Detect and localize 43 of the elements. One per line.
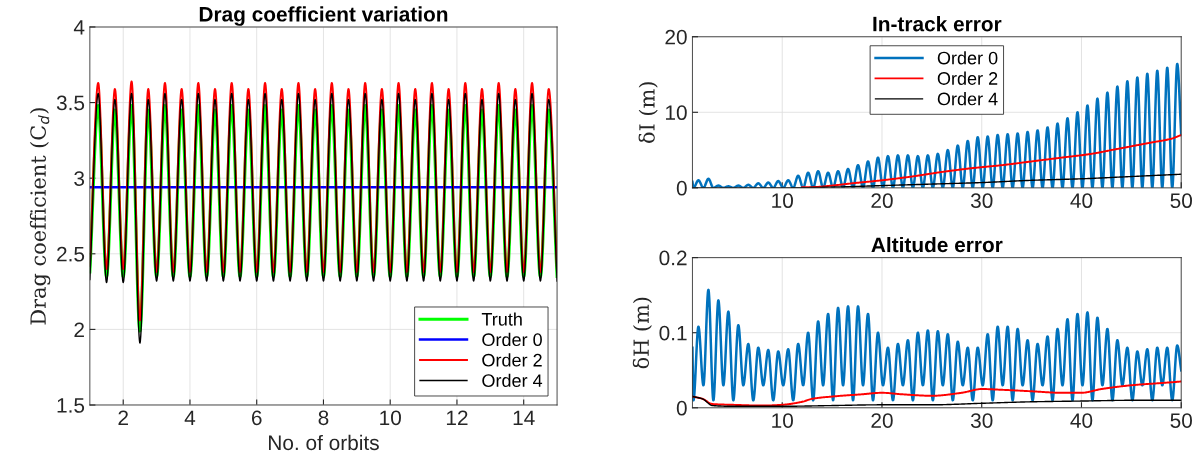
x-tick-label: 6 xyxy=(251,410,262,426)
y-axis-title: δI (m) xyxy=(638,82,658,143)
y-axis-title: Drag coefficient (C$_{d}$) xyxy=(29,108,51,325)
x-tick-label: 10 xyxy=(380,410,401,426)
y-tick-label: 3 xyxy=(74,171,85,186)
x-axis-title: No. of orbits xyxy=(269,434,379,451)
y-axis-title: δH (m) xyxy=(632,297,652,369)
x-tick-label: 4 xyxy=(184,410,196,425)
legend-label: Order 0 xyxy=(482,332,542,347)
legend-label: Order 4 xyxy=(937,92,998,106)
x-tick-label: 50 xyxy=(1170,413,1192,428)
x-tick-label: 8 xyxy=(318,410,329,426)
y-tick-label: 0 xyxy=(676,400,687,416)
y-tick-label: 0 xyxy=(676,180,687,196)
chart-title: Drag coefficient variation xyxy=(199,6,448,26)
y-tick-label: 3.5 xyxy=(56,95,85,111)
legend-label: Order 4 xyxy=(482,373,543,387)
y-tick-label: 20 xyxy=(665,29,687,45)
x-tick-label: 20 xyxy=(871,413,893,428)
y-tick-label: 2 xyxy=(74,322,84,337)
y-tick-label: 4 xyxy=(73,20,85,35)
x-tick-label: 20 xyxy=(871,193,893,209)
x-tick-label: 10 xyxy=(772,413,793,428)
x-tick-label: 40 xyxy=(1070,413,1093,428)
chart-title: In-track error xyxy=(873,16,1002,32)
y-tick-label: 2.5 xyxy=(57,246,85,262)
x-tick-label: 30 xyxy=(970,413,993,428)
legend-label: Order 0 xyxy=(937,51,998,65)
legend-label: Truth xyxy=(481,312,522,326)
y-tick-label: 1.5 xyxy=(57,398,85,413)
x-tick-label: 40 xyxy=(1070,193,1093,209)
legend-label: Order 2 xyxy=(937,71,998,85)
x-tick-label: 10 xyxy=(772,193,793,209)
y-tick-label: 10 xyxy=(666,105,687,121)
x-tick-label: 30 xyxy=(970,193,993,209)
y-tick-label: 0.1 xyxy=(659,325,687,341)
legend-label: Order 2 xyxy=(482,353,542,367)
chart-title: Altitude error xyxy=(871,236,1003,253)
y-tick-label: 0.2 xyxy=(659,250,687,266)
x-tick-label: 12 xyxy=(446,410,468,425)
x-tick-label: 14 xyxy=(513,410,535,425)
x-tick-label: 2 xyxy=(118,410,128,425)
x-tick-label: 50 xyxy=(1170,193,1192,209)
